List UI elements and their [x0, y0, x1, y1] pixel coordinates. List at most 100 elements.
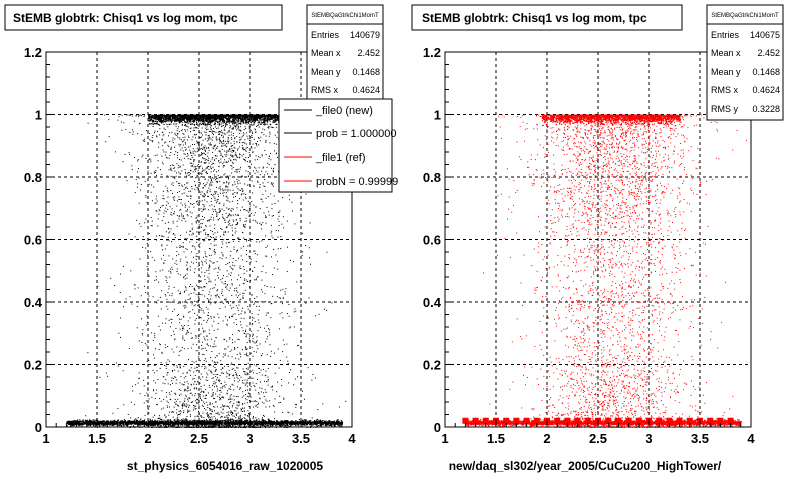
left-data-point [247, 119, 249, 121]
left-data-point [274, 120, 276, 122]
left-data-point [187, 387, 189, 389]
left-data-point [233, 410, 235, 412]
left-data-point [167, 345, 169, 347]
left-data-point [174, 392, 176, 394]
left-data-point [95, 424, 97, 426]
left-data-point [248, 399, 250, 401]
left-data-point [135, 422, 137, 424]
left-data-point [311, 421, 313, 423]
left-data-point [114, 423, 116, 425]
left-data-point [138, 372, 140, 374]
left-data-point [90, 423, 92, 425]
left-data-point [180, 139, 182, 141]
left-data-point [282, 422, 285, 425]
left-data-point [125, 298, 127, 300]
left-data-point [129, 420, 131, 423]
left-data-point [215, 137, 217, 139]
left-data-point [179, 421, 181, 423]
left-data-point [189, 269, 191, 271]
left-data-point [211, 389, 213, 391]
left-data-point [233, 415, 235, 417]
left-data-point [334, 423, 336, 425]
left-data-point [170, 147, 172, 149]
left-data-point [160, 425, 162, 427]
left-data-point [110, 421, 112, 423]
left-data-point [271, 235, 273, 237]
left-data-point [287, 422, 290, 424]
left-data-point [153, 389, 155, 391]
left-data-point [77, 422, 79, 424]
left-data-point [280, 248, 282, 250]
left-data-point [263, 419, 265, 422]
left-data-point [240, 247, 242, 249]
left-data-point [222, 278, 224, 280]
left-data-point [242, 266, 244, 268]
left-data-point [197, 169, 199, 171]
left-data-point [318, 421, 320, 423]
left-data-point [211, 421, 213, 423]
left-data-point [294, 421, 296, 423]
left-data-point [126, 422, 128, 424]
left-data-point [265, 272, 267, 274]
left-data-point [135, 419, 138, 422]
left-data-point [336, 423, 338, 425]
left-data-point [262, 424, 264, 427]
left-data-point [281, 423, 283, 425]
left-data-point [185, 306, 187, 308]
left-data-point [228, 421, 231, 424]
left-data-point [165, 279, 167, 281]
left-data-point [259, 157, 261, 159]
left-data-point [297, 422, 299, 424]
left-data-point [169, 384, 171, 386]
left-data-point [265, 421, 268, 424]
left-data-point [124, 421, 126, 424]
left-data-point [227, 242, 229, 244]
left-data-point [191, 422, 193, 424]
left-data-point [225, 422, 227, 424]
left-data-point [239, 132, 241, 134]
left-data-point [246, 348, 248, 350]
left-data-point [234, 313, 236, 315]
left-data-point [270, 350, 272, 352]
left-title-box [4, 4, 283, 31]
left-data-point [150, 421, 152, 423]
left-data-point [246, 395, 248, 397]
left-data-point [166, 419, 168, 421]
left-data-point [110, 424, 112, 426]
left-data-point [215, 412, 217, 414]
left-data-point [204, 253, 206, 255]
left-data-point [207, 392, 209, 394]
left-data-point [282, 423, 284, 425]
left-data-point [195, 221, 197, 223]
left-data-point [203, 187, 205, 189]
left-data-point [78, 423, 80, 425]
left-data-point [303, 398, 305, 400]
left-data-point [79, 423, 82, 425]
left-data-point [209, 404, 211, 406]
left-data-point [334, 422, 336, 424]
left-data-point [226, 405, 228, 407]
left-data-point [133, 420, 135, 423]
left-data-point [219, 120, 221, 122]
left-data-point [107, 423, 110, 425]
left-data-point [275, 119, 278, 121]
left-data-point [246, 120, 248, 122]
left-data-point [173, 199, 175, 201]
left-data-point [215, 296, 217, 298]
left-data-point [310, 421, 312, 424]
left-data-point [264, 118, 266, 120]
left-data-point [223, 420, 225, 422]
left-data-point [171, 170, 173, 172]
left-data-point [258, 167, 260, 169]
left-data-point [169, 422, 171, 424]
left-data-point [232, 334, 234, 336]
left-data-point [190, 261, 192, 263]
left-data-point [183, 315, 185, 317]
left-data-point [188, 190, 190, 192]
left-data-point [223, 423, 225, 425]
left-data-point [164, 420, 166, 422]
left-data-point [175, 423, 177, 425]
left-data-point [87, 422, 89, 424]
left-data-point [165, 151, 167, 153]
left-data-point [220, 390, 222, 392]
